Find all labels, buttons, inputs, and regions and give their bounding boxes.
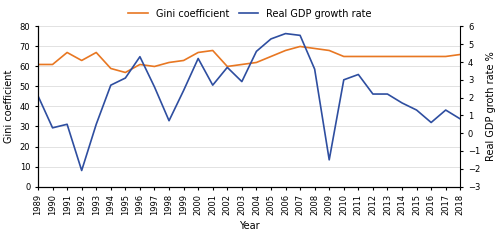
Real GDP growth rate — [122, 77, 128, 79]
Real GDP growth rate — [224, 66, 230, 69]
Gini coefficient — [93, 51, 99, 54]
Real GDP growth rate — [384, 93, 390, 95]
Gini coefficient — [268, 55, 274, 58]
Gini coefficient — [384, 55, 390, 58]
Real GDP growth rate — [326, 158, 332, 161]
Real GDP growth rate — [152, 86, 158, 88]
Gini coefficient — [428, 55, 434, 58]
Gini coefficient — [239, 63, 245, 66]
Real GDP growth rate — [312, 68, 318, 70]
Gini coefficient — [122, 71, 128, 74]
Y-axis label: Real GDP groth rate %: Real GDP groth rate % — [486, 52, 496, 161]
X-axis label: Year: Year — [239, 221, 260, 231]
Gini coefficient — [78, 59, 84, 62]
Real GDP growth rate — [108, 84, 114, 86]
Real GDP growth rate — [78, 169, 84, 172]
Gini coefficient — [254, 61, 260, 64]
Real GDP growth rate — [458, 118, 464, 120]
Real GDP growth rate — [428, 121, 434, 124]
Gini coefficient — [356, 55, 362, 58]
Gini coefficient — [166, 61, 172, 64]
Gini coefficient — [137, 63, 143, 66]
Gini coefficient — [210, 49, 216, 52]
Gini coefficient — [312, 47, 318, 50]
Real GDP growth rate — [35, 94, 41, 97]
Gini coefficient — [414, 55, 420, 58]
Gini coefficient — [458, 53, 464, 56]
Real GDP growth rate — [442, 109, 448, 111]
Real GDP growth rate — [254, 50, 260, 53]
Real GDP growth rate — [239, 80, 245, 83]
Gini coefficient — [180, 59, 186, 62]
Gini coefficient — [442, 55, 448, 58]
Line: Real GDP growth rate: Real GDP growth rate — [38, 34, 461, 171]
Gini coefficient — [326, 49, 332, 52]
Gini coefficient — [370, 55, 376, 58]
Gini coefficient — [35, 63, 41, 66]
Real GDP growth rate — [93, 123, 99, 126]
Gini coefficient — [297, 45, 303, 48]
Real GDP growth rate — [50, 126, 56, 129]
Line: Gini coefficient: Gini coefficient — [38, 47, 461, 72]
Gini coefficient — [224, 65, 230, 68]
Real GDP growth rate — [137, 55, 143, 58]
Gini coefficient — [195, 51, 201, 54]
Legend: Gini coefficient, Real GDP growth rate: Gini coefficient, Real GDP growth rate — [124, 5, 376, 23]
Real GDP growth rate — [166, 119, 172, 122]
Gini coefficient — [152, 65, 158, 68]
Gini coefficient — [108, 67, 114, 70]
Real GDP growth rate — [341, 78, 347, 81]
Real GDP growth rate — [370, 93, 376, 95]
Real GDP growth rate — [282, 32, 288, 35]
Gini coefficient — [399, 55, 405, 58]
Gini coefficient — [341, 55, 347, 58]
Real GDP growth rate — [399, 102, 405, 104]
Real GDP growth rate — [64, 123, 70, 126]
Gini coefficient — [64, 51, 70, 54]
Real GDP growth rate — [356, 73, 362, 76]
Real GDP growth rate — [268, 38, 274, 40]
Real GDP growth rate — [210, 84, 216, 86]
Y-axis label: Gini coefficient: Gini coefficient — [4, 70, 14, 143]
Real GDP growth rate — [195, 57, 201, 60]
Real GDP growth rate — [297, 34, 303, 37]
Gini coefficient — [50, 63, 56, 66]
Real GDP growth rate — [414, 109, 420, 111]
Gini coefficient — [282, 49, 288, 52]
Real GDP growth rate — [180, 89, 186, 92]
